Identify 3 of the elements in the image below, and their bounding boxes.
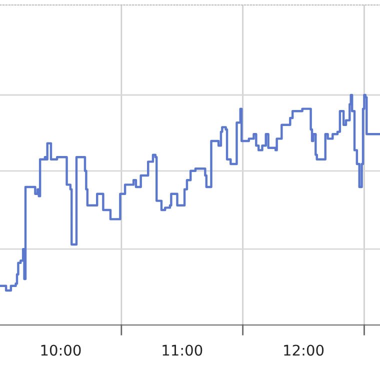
x-tick-label: 12:00	[284, 344, 324, 356]
x-tick-label: 11:00	[162, 344, 202, 356]
x-tick-label: 10:00	[41, 344, 81, 356]
